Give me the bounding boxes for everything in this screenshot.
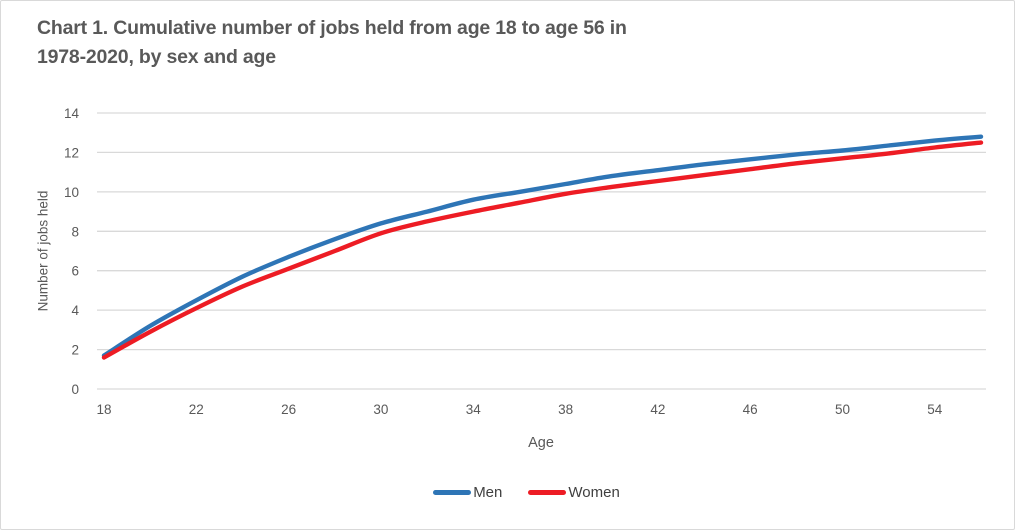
legend-line-women-icon [528,490,567,495]
series-line-men [101,134,984,358]
chart-title-line2: 1978-2020, by sex and age [37,46,276,68]
series-line-women [101,140,984,360]
legend-line-men-icon [433,490,472,495]
x-tick-label: 38 [558,402,573,417]
chart-title-line1: Chart 1. Cumulative number of jobs held … [37,17,627,39]
x-tick-label: 34 [466,402,482,417]
x-axis-label: Age [528,435,554,451]
y-tick-label: 12 [64,145,79,160]
y-axis-label: Number of jobs held [35,190,51,312]
x-tick-label: 22 [189,402,204,417]
chart-title: Chart 1. Cumulative number of jobs held … [37,14,817,72]
y-tick-label: 6 [71,264,79,279]
legend-item-women: Women [528,484,620,501]
legend-item-men: Men [433,484,502,501]
x-tick-label: 54 [927,402,943,417]
y-tick-label: 2 [71,343,79,358]
x-tick-label: 42 [650,402,665,417]
x-tick-label: 30 [373,402,388,417]
y-tick-label: 14 [64,106,80,121]
legend-label-men: Men [473,484,503,501]
x-tick-label: 50 [835,402,850,417]
y-tick-label: 0 [71,382,79,397]
x-tick-label: 18 [96,402,111,417]
x-tick-label: 26 [281,402,296,417]
y-tick-label: 8 [71,224,79,239]
legend: Men Women [20,484,1014,501]
y-tick-label: 4 [71,303,79,318]
x-tick-label: 46 [743,402,758,417]
y-tick-label: 10 [64,185,79,200]
legend-label-women: Women [568,484,620,501]
